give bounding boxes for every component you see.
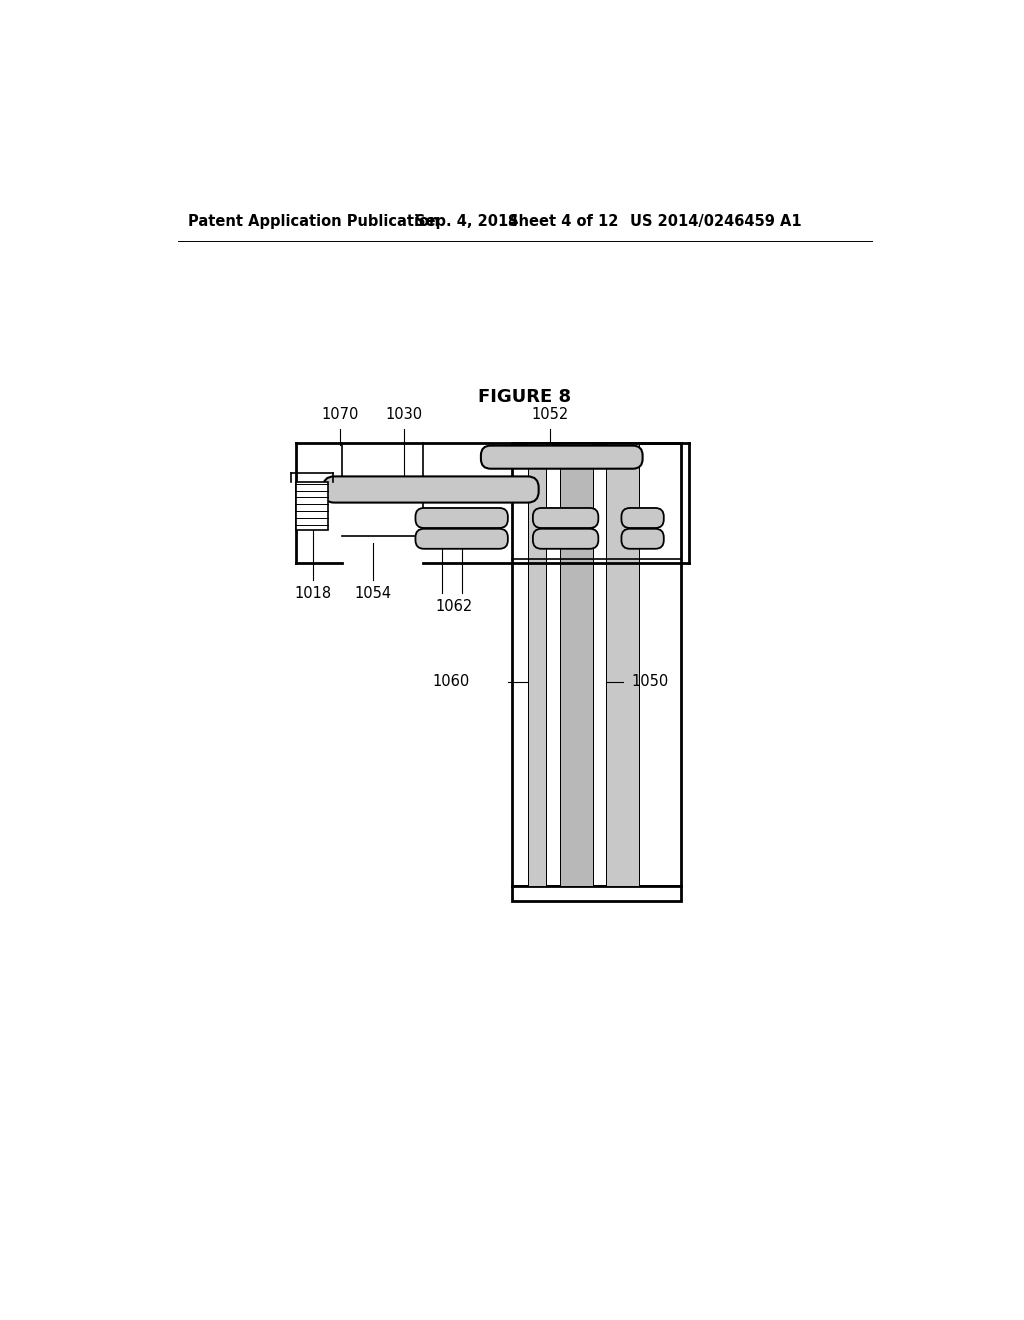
Bar — [296, 482, 329, 529]
Bar — [512, 886, 681, 902]
Text: 1062: 1062 — [435, 599, 473, 614]
Text: 1052: 1052 — [531, 407, 569, 422]
Text: 1030: 1030 — [385, 407, 423, 422]
Text: FIGURE 8: FIGURE 8 — [478, 388, 571, 407]
FancyBboxPatch shape — [416, 529, 508, 549]
FancyBboxPatch shape — [622, 508, 664, 528]
Bar — [528, 444, 547, 886]
Text: 1054: 1054 — [354, 586, 391, 601]
Bar — [606, 444, 639, 886]
Text: Sep. 4, 2014: Sep. 4, 2014 — [416, 214, 519, 230]
FancyBboxPatch shape — [416, 508, 508, 528]
FancyBboxPatch shape — [622, 529, 664, 549]
Text: Sheet 4 of 12: Sheet 4 of 12 — [508, 214, 618, 230]
Text: Patent Application Publication: Patent Application Publication — [188, 214, 440, 230]
FancyBboxPatch shape — [532, 529, 598, 549]
Text: US 2014/0246459 A1: US 2014/0246459 A1 — [630, 214, 801, 230]
Text: 1018: 1018 — [295, 586, 332, 601]
Bar — [560, 444, 593, 886]
Bar — [512, 444, 681, 886]
Text: 1050: 1050 — [631, 675, 669, 689]
FancyBboxPatch shape — [481, 446, 643, 469]
FancyBboxPatch shape — [323, 477, 539, 503]
Text: 1060: 1060 — [432, 675, 469, 689]
Text: 1070: 1070 — [322, 407, 358, 422]
FancyBboxPatch shape — [532, 508, 598, 528]
